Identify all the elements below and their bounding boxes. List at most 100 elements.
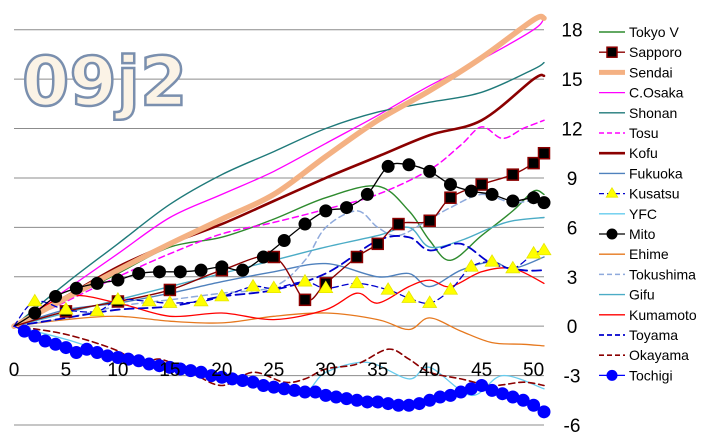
legend-label: Okayama (629, 347, 689, 363)
legend-label: Toyama (629, 327, 678, 343)
legend-label: Sendai (629, 64, 673, 80)
series-line-ehime (13, 312, 545, 347)
y-tick-label: 6 (567, 218, 578, 239)
legend-item-tokushima: Tokushima (599, 266, 696, 282)
chart-title: 09j2 (22, 43, 187, 122)
legend-marker (605, 186, 619, 198)
series-tosu (13, 119, 545, 327)
legend-label: Ehime (629, 246, 669, 262)
y-axis-ticks: 18 15 12 9 6 3 0 -3 -6 (561, 21, 582, 437)
data-point-mito (506, 194, 520, 208)
series-tochigi (13, 324, 551, 419)
data-point-mito (215, 260, 229, 274)
legend-label: Tosu (629, 125, 659, 141)
data-point-sapporo (298, 293, 312, 307)
x-tick-label: 40 (419, 360, 440, 381)
y-tick-label: 0 (567, 317, 578, 338)
data-point-tochigi (28, 329, 42, 343)
legend-item-c-osaka: C.Osaka (599, 85, 684, 101)
data-point-mito (236, 263, 250, 277)
data-point-kusatsu (349, 275, 365, 289)
series-line-kumamoto (13, 267, 545, 327)
legend-item-kumamoto: Kumamoto (599, 307, 697, 323)
series-mito (13, 158, 551, 327)
y-tick-label: -3 (564, 367, 581, 388)
data-point-mito (49, 290, 63, 304)
legend-item-ehime: Ehime (599, 246, 669, 262)
data-point-mito (319, 204, 333, 218)
series-ehime (13, 312, 545, 347)
legend-label: Shonan (629, 105, 677, 121)
x-tick-label: 35 (367, 360, 388, 381)
data-point-mito (464, 184, 478, 198)
data-point-tochigi (516, 393, 530, 407)
legend-label: YFC (629, 206, 657, 222)
data-point-sapporo (527, 156, 540, 170)
y-tick-label: 15 (561, 70, 582, 91)
data-point-kusatsu (141, 293, 157, 307)
legend-item-yfc: YFC (599, 206, 657, 222)
data-point-sapporo (475, 178, 488, 191)
legend-label: Kofu (629, 145, 658, 161)
data-point-kusatsu (422, 295, 438, 308)
data-point-sapporo (371, 237, 384, 251)
series-sendai (11, 13, 547, 329)
data-point-kusatsu (505, 260, 521, 274)
legend-item-shonan: Shonan (599, 105, 677, 121)
data-point-tochigi (527, 398, 541, 412)
data-point-mito (90, 276, 104, 290)
legend-item-tochigi: Tochigi (599, 367, 673, 383)
data-point-mito (173, 265, 187, 279)
x-tick-label: 10 (107, 360, 128, 381)
legend-item-okayama: Okayama (599, 347, 689, 363)
series-group (11, 13, 552, 419)
data-point-sapporo (267, 250, 281, 264)
legend-label: Kusatsu (629, 186, 680, 202)
legend-marker (606, 369, 618, 381)
data-point-sapporo (537, 146, 551, 160)
legend-label: Tokushima (629, 266, 696, 282)
legend-item-sapporo: Sapporo (599, 44, 682, 60)
legend-item-kofu: Kofu (599, 145, 658, 161)
legend: Tokyo V Sapporo Sendai C.Osaka Shonan Tosu Kof… (599, 24, 697, 383)
data-point-mito (527, 191, 541, 205)
legend-item-mito: Mito (599, 226, 656, 242)
legend-item-fukuoka: Fukuoka (599, 165, 683, 181)
x-tick-label: 25 (263, 360, 284, 381)
legend-item-sendai: Sendai (599, 64, 673, 80)
x-tick-label: 30 (315, 360, 336, 381)
data-point-kusatsu (110, 291, 126, 305)
series-shonan (13, 61, 545, 327)
data-point-mito (423, 164, 437, 178)
data-point-tochigi (475, 378, 489, 392)
legend-label: Tochigi (629, 367, 673, 383)
data-point-mito (256, 250, 270, 264)
data-point-kusatsu (318, 280, 334, 294)
legend-label: Sapporo (629, 44, 682, 60)
series-line-tosu (13, 119, 545, 327)
x-tick-label: 5 (61, 360, 72, 381)
data-point-mito (194, 263, 208, 277)
x-tick-label: 50 (523, 360, 544, 381)
series-kusatsu (13, 242, 552, 327)
data-point-mito (132, 266, 146, 280)
data-point-kusatsu (89, 303, 105, 317)
legend-item-gifu: Gifu (599, 287, 655, 303)
x-axis-ticks: 0 5 10 15 20 25 30 35 40 45 50 (9, 360, 544, 381)
y-tick-label: 18 (561, 21, 582, 42)
data-point-tochigi (537, 405, 551, 419)
data-point-mito (69, 281, 83, 295)
data-point-mito (340, 201, 354, 215)
x-tick-label: 0 (9, 360, 20, 381)
legend-marker (606, 46, 618, 58)
data-point-kusatsu (58, 301, 74, 315)
data-point-kusatsu (442, 282, 459, 295)
data-point-kusatsu (401, 290, 417, 303)
data-point-sapporo (506, 168, 520, 181)
legend-label: Fukuoka (629, 165, 683, 181)
series-kumamoto (13, 267, 545, 327)
y-tick-label: 9 (567, 169, 578, 190)
legend-label: Kumamoto (629, 307, 697, 323)
data-point-tochigi (59, 341, 73, 355)
